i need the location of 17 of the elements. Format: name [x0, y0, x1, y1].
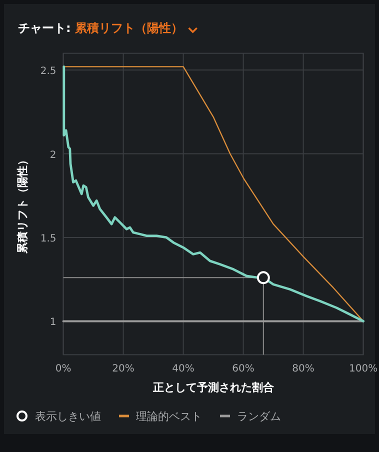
y-tick-label: 1 — [50, 317, 56, 328]
legend-label: 理論的ベスト — [136, 410, 202, 423]
x-tick-label: 0% — [55, 364, 72, 375]
chart-subtitle: 累積リフト（陽性） — [74, 21, 183, 35]
x-tick-label: 100% — [349, 364, 378, 375]
x-tick-label: 60% — [232, 364, 254, 375]
x-tick-label: 80% — [292, 364, 314, 375]
x-tick-label: 20% — [112, 364, 134, 375]
legend-label: 表示しきい値 — [35, 410, 101, 423]
y-tick-label: 2.5 — [40, 66, 56, 78]
legend-label: ランダム — [237, 410, 281, 423]
chart-title: チャート: — [18, 21, 71, 35]
y-tick-label: 1.5 — [40, 233, 56, 244]
x-axis-title: 正として予測された割合 — [152, 381, 275, 394]
x-tick-label: 40% — [172, 364, 194, 375]
y-axis-title: 累積リフト（陽性） — [16, 154, 29, 254]
y-tick-label: 2 — [50, 150, 56, 161]
